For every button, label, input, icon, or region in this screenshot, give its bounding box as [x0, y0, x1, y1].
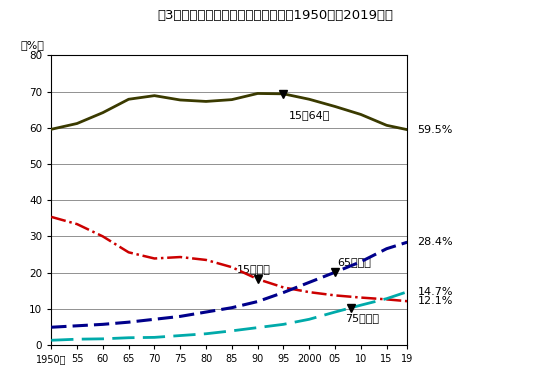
Text: （%）: （%） [21, 40, 45, 50]
Text: 15歳未満: 15歳未満 [237, 264, 271, 274]
Text: 75歳以上: 75歳以上 [345, 313, 379, 324]
Text: 12.1%: 12.1% [417, 296, 453, 306]
Text: 15～64歳: 15～64歳 [289, 110, 330, 120]
Text: 65歳以上: 65歳以上 [338, 257, 371, 267]
Text: 59.5%: 59.5% [417, 125, 453, 135]
Text: 28.4%: 28.4% [417, 237, 453, 247]
Text: 図3　年齢区分別人口の割合の推移（1950年～2019年）: 図3 年齢区分別人口の割合の推移（1950年～2019年） [157, 9, 393, 22]
Text: 14.7%: 14.7% [417, 287, 453, 297]
